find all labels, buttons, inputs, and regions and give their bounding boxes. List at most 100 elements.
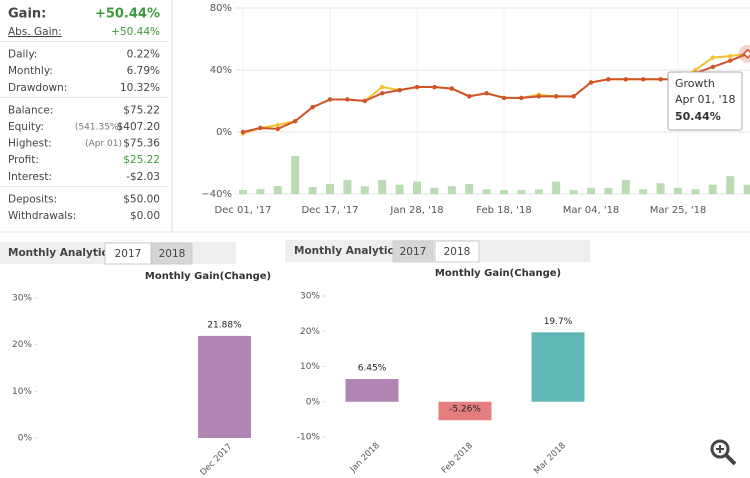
- volume-bar: [743, 184, 750, 194]
- volume-bar: [378, 180, 387, 194]
- point: [606, 77, 611, 82]
- point: [554, 94, 559, 99]
- y-tick-label: 80%: [210, 3, 232, 14]
- point: [258, 125, 263, 131]
- tooltip-date: Apr 01, '18: [675, 93, 736, 106]
- y-tick-label: 0%: [306, 397, 321, 407]
- stat-label: Interest:: [8, 171, 52, 183]
- stat-label: Monthly:: [8, 65, 53, 77]
- stat-label: Highest:: [8, 138, 52, 150]
- y-tick-label: 30%: [300, 292, 320, 302]
- stat-value: $25.22: [123, 154, 160, 166]
- zoom-handle: [724, 453, 737, 466]
- stat-value: $50.00: [123, 193, 160, 205]
- bar: [198, 335, 251, 438]
- zoom-lens: [710, 439, 730, 459]
- y-tick-label: 0%: [18, 434, 33, 444]
- stat-label: Gain:: [8, 7, 46, 22]
- stat-value: $407.20: [117, 121, 160, 133]
- value-label: 21.88%: [207, 320, 242, 330]
- point: [501, 95, 507, 101]
- point: [571, 94, 576, 99]
- volume-bar: [500, 190, 508, 194]
- volume-bar: [621, 180, 630, 194]
- volume-bar: [239, 189, 247, 194]
- chart-title: Monthly Gain(Change): [145, 271, 271, 282]
- point: [728, 53, 733, 59]
- stat-value: 6.79%: [127, 65, 160, 77]
- panel-header: Monthly Analytics: [294, 245, 400, 257]
- year-tab[interactable]: [104, 242, 152, 265]
- year-tab[interactable]: [392, 240, 434, 263]
- stat-label: Deposits:: [8, 193, 57, 205]
- tooltip-value: 50.44%: [675, 110, 721, 123]
- hover-marker: [742, 48, 750, 59]
- year-tab[interactable]: [434, 240, 480, 263]
- point: [240, 129, 246, 135]
- point: [693, 67, 698, 73]
- point: [310, 105, 315, 110]
- stat-value: -$2.03: [126, 171, 160, 183]
- point: [449, 86, 454, 91]
- point: [362, 98, 367, 104]
- zoom-icon[interactable]: [710, 439, 737, 466]
- y-tick-label: 10%: [300, 362, 320, 372]
- stat-value: +50.44%: [111, 26, 160, 38]
- stat-label: Equity:: [8, 121, 44, 133]
- stat-label: Drawdown:: [8, 82, 67, 94]
- point: [728, 58, 733, 63]
- year-tab-label[interactable]: 2017: [115, 248, 142, 260]
- volume-bar: [708, 184, 717, 194]
- y-tick-label: 20%: [300, 327, 320, 337]
- point: [658, 77, 663, 82]
- bar: [345, 379, 399, 402]
- year-tab-label[interactable]: 2018: [159, 248, 186, 260]
- x-tick-label: Dec 01, '17: [214, 205, 271, 216]
- point: [536, 94, 541, 99]
- volume-bar: [674, 187, 682, 194]
- volume-bar: [291, 156, 300, 194]
- point: [327, 97, 333, 102]
- stat-note: (541.35%): [75, 123, 122, 133]
- panel-header: Monthly Analytics: [8, 247, 114, 259]
- tooltip-series: Growth: [675, 77, 715, 90]
- y-tick-label: 30%: [12, 294, 32, 304]
- volume-bar: [552, 181, 561, 194]
- stat-label: Balance:: [8, 104, 53, 116]
- point: [397, 87, 402, 93]
- stat-value: 10.32%: [120, 82, 160, 94]
- point: [380, 91, 385, 96]
- stat-value: +50.44%: [95, 7, 160, 22]
- line-series: [242, 52, 748, 133]
- volume-bar: [308, 187, 317, 194]
- volume-bar: [256, 189, 265, 194]
- point: [710, 55, 715, 60]
- point: [484, 91, 489, 96]
- y-tick-label: 0%: [216, 127, 232, 138]
- year-tab-label[interactable]: 2018: [444, 246, 471, 258]
- volume-bar: [691, 189, 700, 194]
- point: [275, 122, 280, 128]
- y-tick-label: 40%: [210, 65, 232, 76]
- stat-note: (Apr 01): [85, 139, 122, 149]
- point: [588, 80, 594, 85]
- point: [275, 126, 280, 132]
- value-label: 6.45%: [358, 364, 387, 374]
- chart-title: Monthly Gain(Change): [435, 268, 561, 279]
- year-tab[interactable]: [151, 242, 193, 265]
- volume-bar: [413, 181, 421, 194]
- stat-value: $75.22: [123, 104, 160, 116]
- volume-bar: [517, 190, 526, 194]
- stat-label: Abs. Gain:: [8, 26, 62, 38]
- point: [467, 94, 472, 99]
- volume-bar: [326, 183, 334, 194]
- x-tick-label: Jan 28, '18: [389, 205, 443, 216]
- volume-bar: [604, 187, 613, 194]
- y-tick-label: 20%: [12, 340, 32, 350]
- volume-bar: [656, 183, 665, 194]
- year-tab-label[interactable]: 2017: [400, 246, 427, 258]
- volume-bar: [465, 183, 474, 194]
- volume-bar: [587, 187, 595, 194]
- volume-bar: [569, 190, 578, 194]
